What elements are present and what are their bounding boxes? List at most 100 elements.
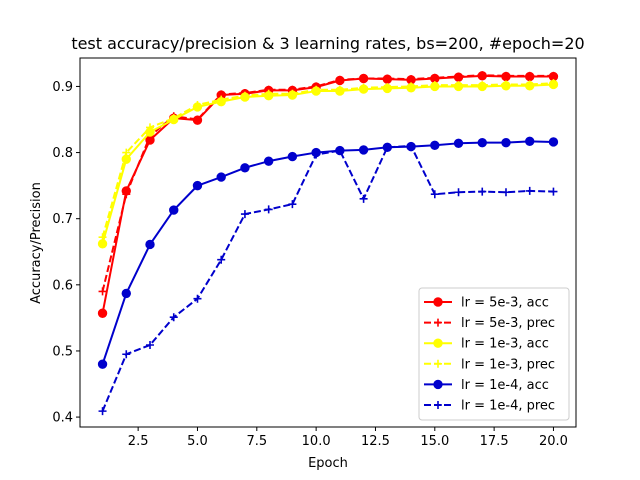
data-point: [121, 288, 131, 299]
data-point: [433, 338, 443, 348]
legend-box: [418, 287, 570, 421]
x-tick-label: 20.0: [539, 434, 568, 449]
data-point: [430, 81, 439, 90]
data-point: [434, 359, 442, 368]
legend-entry: lr = 1e-4, prec: [461, 399, 555, 414]
data-point: [525, 71, 534, 80]
data-point: [478, 81, 487, 90]
data-point: [383, 143, 392, 152]
data-point: [433, 297, 443, 307]
data-point: [122, 148, 131, 157]
data-point: [193, 115, 202, 124]
data-point: [264, 205, 273, 214]
data-point: [263, 156, 274, 166]
data-point: [359, 74, 368, 83]
data-point: [549, 79, 558, 88]
legend-entry: lr = 5e-3, acc: [461, 296, 549, 311]
data-point: [312, 85, 321, 94]
data-point: [335, 75, 344, 84]
data-point: [430, 73, 439, 82]
x-tick-label: 10.0: [302, 434, 331, 449]
data-point: [501, 137, 511, 148]
data-point: [240, 163, 250, 173]
data-point: [193, 294, 202, 303]
data-point: [169, 205, 179, 215]
data-point: [548, 137, 559, 147]
x-axis-label: Epoch: [308, 456, 348, 471]
x-tick-label: 7.5: [246, 434, 267, 449]
data-point: [477, 137, 487, 148]
data-point: [501, 188, 510, 197]
data-point: [98, 233, 107, 242]
data-point: [335, 85, 344, 94]
data-point: [240, 91, 249, 100]
data-point: [145, 239, 155, 250]
data-point: [453, 138, 464, 149]
plot-frame: [79, 57, 577, 428]
data-point: [97, 308, 108, 318]
data-point: [97, 359, 108, 369]
data-point: [192, 180, 203, 191]
y-tick-label: 0.6: [52, 278, 73, 293]
data-point: [169, 114, 178, 123]
data-point: [98, 287, 107, 296]
data-point: [359, 83, 368, 92]
x-tick-label: 17.5: [480, 434, 509, 449]
y-tick-label: 0.7: [52, 212, 73, 227]
data-point: [359, 194, 368, 203]
data-point: [217, 95, 226, 104]
data-point: [98, 407, 107, 416]
data-point: [430, 140, 440, 150]
x-tick-label: 2.5: [128, 434, 149, 449]
chart-title: test accuracy/precision & 3 learning rat…: [71, 34, 584, 53]
data-point: [287, 151, 298, 162]
series-5: [98, 141, 558, 416]
legend-entry: lr = 1e-4, acc: [461, 378, 549, 393]
x-tick-label: 12.5: [361, 434, 390, 449]
data-point: [122, 190, 131, 199]
data-point: [501, 80, 510, 89]
series-line: [101, 82, 554, 238]
data-point: [407, 141, 416, 150]
data-point: [264, 89, 273, 98]
legend-entry: lr = 5e-3, prec: [461, 316, 555, 331]
series-3: [98, 79, 558, 242]
data-point: [434, 318, 442, 327]
y-tick-label: 0.5: [52, 344, 73, 359]
y-axis-label: Accuracy/Precision: [29, 182, 44, 304]
data-point: [430, 190, 439, 199]
data-point: [216, 172, 226, 182]
x-tick-label: 5.0: [187, 434, 208, 449]
data-point: [434, 401, 442, 409]
data-point: [193, 100, 202, 109]
data-point: [501, 71, 510, 80]
data-point: [454, 72, 463, 81]
legend-entry: lr = 1e-3, acc: [461, 337, 549, 352]
data-point: [335, 146, 344, 155]
data-point: [217, 255, 226, 264]
data-point: [383, 74, 392, 83]
axis-ticks: 2.5 5.0 7.5 10.0 12.5 15.0 17.5 20.0 0.4 0.5 0.6 0.…: [52, 80, 568, 449]
data-point: [288, 89, 297, 98]
data-point: [146, 341, 155, 349]
data-point: [169, 313, 178, 322]
data-point: [478, 71, 487, 80]
data-point: [454, 188, 463, 197]
data-point: [358, 145, 369, 155]
y-tick-label: 0.8: [52, 146, 73, 161]
data-point: [549, 187, 558, 196]
x-tick-label: 15.0: [420, 434, 449, 449]
data-point: [525, 136, 535, 147]
data-point: [525, 186, 534, 195]
data-point: [146, 123, 155, 132]
y-tick-label: 0.9: [52, 80, 73, 95]
data-point: [454, 81, 463, 90]
data-point: [433, 379, 443, 390]
data-point: [549, 71, 558, 80]
data-point: [525, 80, 534, 89]
data-point: [122, 350, 131, 359]
data-point: [312, 150, 321, 159]
legend: lr = 5e-3, acc lr = 5e-3, prec lr = 1e-3, …: [418, 287, 570, 421]
legend-entry: lr = 1e-3, prec: [461, 357, 555, 372]
